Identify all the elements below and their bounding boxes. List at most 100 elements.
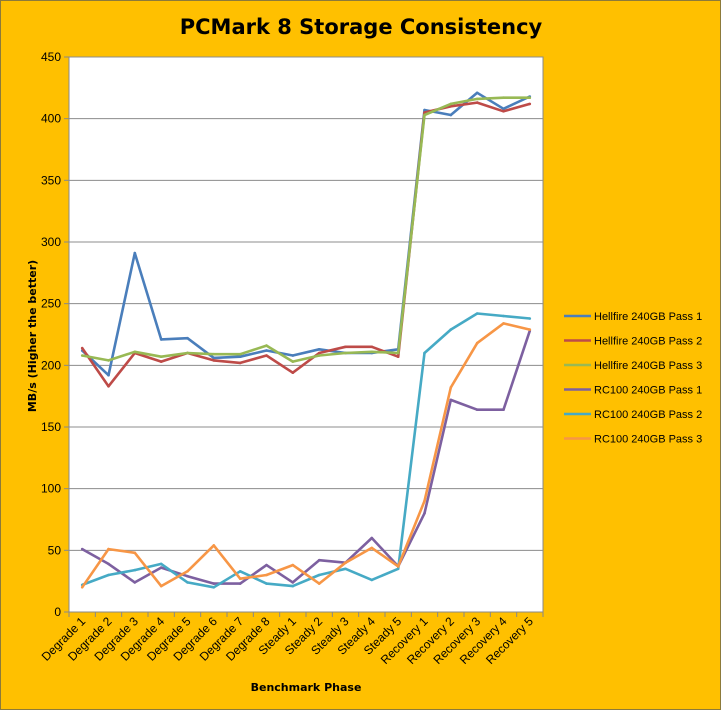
y-tick-label: 300 (41, 235, 61, 249)
data-point (80, 547, 84, 551)
data-point (317, 558, 321, 562)
gridlines (69, 56, 543, 551)
data-point (528, 102, 532, 106)
data-point (159, 566, 163, 569)
series-line-6 (81, 322, 531, 589)
data-point (238, 361, 242, 365)
data-point (133, 251, 137, 255)
data-point (449, 328, 453, 331)
data-point (186, 351, 189, 355)
legend-entry: RC100 240GB Pass 3 (594, 434, 702, 446)
y-tick-label: 400 (41, 112, 61, 126)
data-point (107, 385, 110, 388)
data-point (370, 578, 374, 582)
data-point (291, 563, 295, 567)
legend-entry: Hellfire 240GB Pass 3 (594, 360, 702, 372)
data-point (528, 317, 532, 320)
data-point (423, 512, 426, 515)
data-point (370, 350, 374, 354)
x-axis-label: Benchmark Phase (251, 681, 362, 694)
data-point (475, 341, 479, 345)
data-point (133, 581, 137, 584)
data-point (238, 352, 242, 356)
data-point (107, 359, 110, 362)
data-point (291, 584, 295, 588)
data-point (423, 351, 426, 355)
data-point (317, 348, 321, 351)
data-point (423, 113, 426, 117)
data-point (423, 108, 426, 112)
series-line-4 (81, 330, 532, 585)
data-point (344, 345, 347, 349)
data-point (502, 96, 505, 99)
data-point (449, 398, 453, 402)
data-point (317, 351, 321, 355)
series-line-2 (81, 101, 531, 388)
data-point (344, 351, 347, 355)
data-point (80, 346, 84, 350)
y-tick-label: 0 (54, 605, 61, 619)
data-point (238, 570, 242, 573)
data-point (238, 355, 242, 359)
series-line-5 (81, 312, 530, 589)
legend-entry: Hellfire 240GB Pass 2 (594, 336, 702, 348)
legend: Hellfire 240GB Pass 1 Hellfire 240GB Pass… (564, 311, 702, 446)
data-point (396, 567, 400, 571)
data-point (344, 567, 347, 571)
data-point (107, 547, 110, 551)
data-point (370, 536, 374, 540)
data-point (528, 96, 532, 99)
y-axis-label: MB/s (Higher the better) (26, 260, 39, 412)
data-point (159, 360, 163, 363)
data-point (396, 565, 400, 568)
plot-area (68, 56, 544, 613)
series-line-3 (81, 96, 530, 363)
data-point (396, 351, 400, 355)
chart-title: PCMark 8 Storage Consistency (180, 15, 543, 39)
data-point (370, 345, 374, 349)
data-point (80, 354, 84, 357)
series-line-1 (81, 91, 531, 377)
y-tick-label: 150 (41, 420, 61, 434)
data-point (238, 582, 242, 585)
data-point (159, 584, 163, 588)
data-point (502, 322, 505, 325)
data-point (107, 573, 110, 577)
data-point (238, 577, 242, 580)
data-point (475, 408, 479, 412)
data-point (265, 349, 268, 352)
data-point (265, 344, 268, 347)
data-point (370, 546, 374, 550)
data-point (475, 97, 479, 101)
data-point (396, 355, 400, 359)
data-point (317, 582, 321, 585)
data-point (291, 360, 295, 363)
data-point (212, 352, 216, 356)
y-tick-label: 350 (41, 173, 61, 187)
data-point (212, 359, 216, 362)
data-point (317, 354, 321, 357)
legend-entry: Hellfire 240GB Pass 1 (594, 311, 702, 323)
data-point (475, 101, 479, 104)
data-point (133, 551, 137, 555)
data-point (265, 563, 268, 567)
data-point (107, 373, 110, 377)
legend-entry: RC100 240GB Pass 2 (594, 409, 702, 421)
data-point (475, 91, 479, 95)
data-point (344, 561, 347, 564)
y-tick-labels: 0 50 100 150 200 250 300 350 400 450 (41, 50, 69, 619)
data-point (212, 586, 216, 589)
data-point (186, 570, 189, 573)
data-point (475, 312, 479, 315)
data-point (528, 328, 532, 331)
data-point (80, 586, 84, 589)
data-point (502, 408, 505, 412)
series-lines (80, 91, 532, 589)
data-point (133, 350, 137, 354)
data-point (423, 111, 426, 114)
data-point (212, 356, 216, 360)
y-tick-label: 450 (41, 50, 61, 64)
data-point (317, 573, 321, 577)
